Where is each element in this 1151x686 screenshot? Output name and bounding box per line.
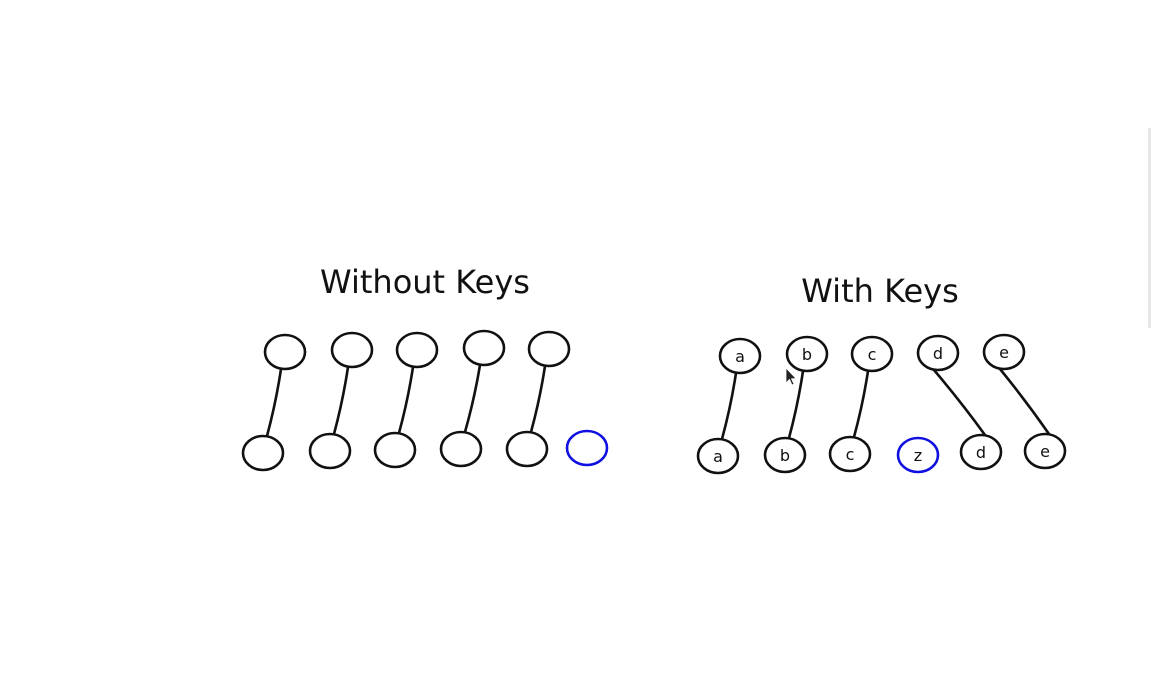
- without-bottom-node-4: [505, 430, 549, 468]
- with-top-node-4: [982, 333, 1026, 371]
- without-bottom-node-0: [241, 434, 285, 472]
- with-top-node-label-4: e: [999, 343, 1009, 362]
- with-bottom-node-4: [959, 433, 1003, 471]
- with-link-0-0: [720, 371, 738, 441]
- without-top-node-2: [395, 331, 439, 369]
- with-bottom-node-label-0: a: [713, 447, 723, 466]
- with-bottom-node-label-1: b: [780, 446, 790, 465]
- with-top-node-label-1: b: [802, 345, 812, 364]
- without-top-node-3: [462, 329, 506, 367]
- links-without-keys: [265, 363, 547, 438]
- with-top-node-label-3: d: [933, 344, 943, 363]
- with-top-node-1: [785, 335, 829, 373]
- mouse-cursor-icon: [785, 367, 797, 386]
- with-top-node-label-2: c: [868, 345, 877, 364]
- with-top-node-label-0: a: [735, 347, 745, 366]
- without-top-node-4: [527, 330, 571, 368]
- with-bottom-node-5: [1023, 432, 1067, 470]
- without-bottom-node-1: [308, 432, 352, 470]
- with-top-node-0: [718, 337, 762, 375]
- without-top-node-1: [330, 331, 374, 369]
- with-link-4-5: [998, 367, 1051, 436]
- title-without-keys: Without Keys: [320, 263, 530, 301]
- nodes-with-keys: a b c d e a b c z d e: [696, 333, 1067, 475]
- with-bottom-node-label-3: z: [914, 446, 922, 465]
- with-top-node-3: [916, 334, 960, 372]
- nodes-without-keys: [241, 329, 609, 472]
- without-link-4-4: [529, 364, 547, 434]
- title-with-keys: With Keys: [801, 272, 959, 310]
- with-link-1-1: [787, 369, 805, 440]
- without-top-node-0: [263, 333, 307, 371]
- with-top-node-2: [850, 335, 894, 373]
- with-link-2-2: [852, 369, 870, 439]
- with-bottom-node-1: [763, 436, 807, 474]
- links-with-keys: [720, 367, 1051, 441]
- with-bottom-node-label-4: d: [976, 443, 986, 462]
- panel-without-keys: Without Keys: [241, 263, 609, 472]
- without-link-0-0: [265, 367, 283, 438]
- with-bottom-node-2: [828, 435, 872, 473]
- panel-with-keys: With Keys a b c d e a b c z d e: [696, 272, 1067, 475]
- without-link-2-2: [397, 365, 415, 435]
- with-bottom-node-3: [896, 436, 940, 474]
- with-link-3-4: [932, 368, 987, 437]
- without-bottom-node-2: [373, 431, 417, 469]
- without-bottom-node-3: [439, 430, 483, 468]
- without-link-3-3: [463, 363, 482, 434]
- with-bottom-node-0: [696, 437, 740, 475]
- without-bottom-node-5: [565, 429, 609, 467]
- with-bottom-node-label-5: e: [1040, 442, 1050, 461]
- with-bottom-node-label-2: c: [846, 445, 855, 464]
- without-link-1-1: [332, 365, 350, 436]
- scrollbar-edge: [1148, 128, 1151, 328]
